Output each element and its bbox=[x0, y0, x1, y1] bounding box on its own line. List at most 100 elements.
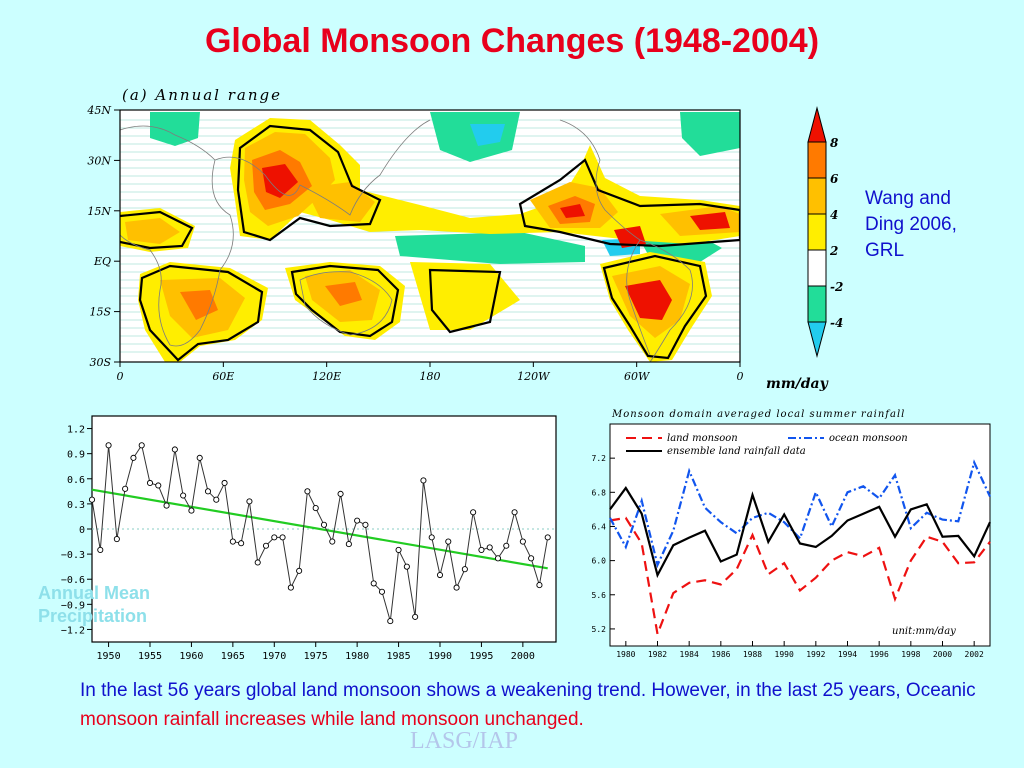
map-monsoon-contours bbox=[120, 124, 740, 362]
watermark: LASG/IAP bbox=[410, 728, 519, 754]
land-chart-points bbox=[88, 442, 551, 625]
land-chart-point bbox=[221, 479, 228, 487]
land-chart-y-tick-label: 0.6 bbox=[67, 475, 85, 486]
land-chart-point bbox=[296, 567, 303, 574]
map-field bbox=[120, 112, 740, 362]
land-chart-point bbox=[470, 509, 477, 516]
land-chart-point bbox=[428, 534, 435, 541]
rain-chart-y-tick-label: 7.2 bbox=[592, 454, 607, 463]
land-chart-y-tick-label: −0.9 bbox=[61, 600, 85, 611]
land-chart-point bbox=[304, 488, 311, 495]
map-y-tick-label: 15N bbox=[87, 205, 111, 218]
land-chart-point bbox=[329, 538, 336, 545]
summary-part-2: monsoon rainfall increases while land mo… bbox=[80, 709, 584, 730]
land-chart-point bbox=[337, 490, 344, 497]
land-chart-x-tick-label: 1970 bbox=[262, 651, 286, 662]
legend-label-ensemble: ensemble land rainfall data bbox=[667, 446, 806, 457]
citation: Wang and Ding 2006, GRL bbox=[865, 188, 957, 261]
land-chart-x-tick-label: 1990 bbox=[428, 651, 452, 662]
land-chart-point bbox=[519, 538, 526, 545]
land-chart-point bbox=[130, 454, 137, 461]
land-chart-x-tick-label: 1980 bbox=[345, 651, 369, 662]
land-chart-point bbox=[188, 507, 195, 514]
rain-chart-plot-area bbox=[609, 423, 991, 647]
legend-label-ocean: ocean monsoon bbox=[829, 433, 908, 444]
rain-chart-x-tick-label: 1988 bbox=[743, 650, 762, 659]
land-chart-point bbox=[445, 538, 452, 545]
land-chart-point bbox=[486, 544, 493, 551]
rain-chart-series-line-0 bbox=[609, 516, 991, 639]
land-chart-point bbox=[171, 446, 178, 453]
map-x-ticks: 0 60E 120E 180 120W 60W 0 bbox=[117, 362, 744, 383]
map-y-tick-label: EQ bbox=[93, 255, 111, 268]
colorbar-unit: mm/day bbox=[766, 376, 829, 392]
land-chart-point bbox=[229, 538, 236, 545]
colorbar-bottom-arrow bbox=[807, 321, 827, 358]
land-chart-point bbox=[528, 555, 535, 562]
land-chart-x-tick-label: 1975 bbox=[304, 651, 328, 662]
land-chart-y-tick-label: −1.2 bbox=[61, 625, 85, 636]
land-chart-point bbox=[536, 582, 543, 589]
land-chart-point bbox=[320, 521, 328, 528]
land-chart-point bbox=[412, 613, 419, 620]
map-region-amazon-peak bbox=[625, 280, 672, 320]
land-chart-trend-line bbox=[91, 488, 548, 570]
land-chart-x-tick-label: 1985 bbox=[387, 651, 411, 662]
land-chart-point bbox=[238, 540, 245, 547]
land-chart-point bbox=[436, 571, 444, 579]
land-chart-point bbox=[88, 496, 96, 503]
rain-chart-x-tick-label: 1986 bbox=[711, 650, 730, 659]
land-chart-point bbox=[354, 517, 361, 524]
land-chart-point bbox=[213, 496, 220, 503]
map-x-tick-label: 120W bbox=[517, 370, 551, 383]
rain-chart-x-ticks: 1980 1982 1984 1986 1988 1990 1992 1994 1996 1998… bbox=[616, 641, 984, 659]
faded-label: Annual Mean Precipitation bbox=[38, 583, 151, 626]
land-chart-point bbox=[262, 542, 270, 549]
colorbar-label: 4 bbox=[830, 208, 838, 222]
land-chart-point bbox=[461, 566, 468, 573]
rain-chart-x-tick-label: 2000 bbox=[933, 650, 952, 659]
map-x-tick-label: 180 bbox=[420, 370, 441, 383]
colorbar-label: -2 bbox=[830, 280, 843, 294]
rain-chart-y-tick-label: 5.2 bbox=[592, 625, 607, 634]
rain-chart-y-tick-label: 6.0 bbox=[592, 557, 607, 566]
map-region-mediterranean bbox=[150, 112, 200, 146]
rain-chart-x-tick-label: 1982 bbox=[648, 650, 667, 659]
land-chart-y-tick-label: −0.3 bbox=[61, 550, 85, 561]
land-chart-point bbox=[544, 534, 551, 541]
rain-chart-series-line-1 bbox=[609, 459, 991, 569]
map-region-africa-max bbox=[180, 290, 218, 320]
land-chart-point bbox=[196, 454, 203, 461]
land-chart-point bbox=[271, 534, 278, 541]
land-chart-series-line bbox=[91, 444, 549, 622]
map-region-west-africa-core bbox=[125, 218, 180, 244]
rain-chart-series bbox=[609, 459, 991, 639]
map-region-north-atlantic bbox=[680, 112, 740, 156]
land-chart-point bbox=[420, 477, 427, 484]
rain-chart-title: Monsoon domain averaged local summer rai… bbox=[611, 409, 905, 420]
land-chart-x-ticks: 1950 1955 1960 1965 1970 1975 1980 1985 1990 1995… bbox=[97, 642, 535, 662]
map-title: (a) Annual range bbox=[122, 86, 282, 104]
land-chart-point bbox=[113, 535, 120, 543]
land-chart-point bbox=[453, 584, 460, 591]
map-y-tick-label: 30N bbox=[87, 154, 111, 167]
land-chart-y-tick-label: 1.2 bbox=[67, 425, 85, 436]
rain-chart-x-tick-label: 1992 bbox=[806, 650, 825, 659]
land-chart-point bbox=[105, 442, 112, 449]
land-chart-x-tick-label: 2000 bbox=[511, 651, 535, 662]
rain-chart-y-tick-label: 6.4 bbox=[592, 522, 607, 531]
map-coastlines bbox=[120, 119, 693, 362]
map-y-tick-label: 15S bbox=[89, 306, 111, 319]
rain-chart-x-tick-label: 1980 bbox=[616, 650, 635, 659]
colorbar-label: 6 bbox=[830, 172, 839, 186]
land-chart-point bbox=[403, 563, 410, 570]
land-chart-point bbox=[345, 541, 352, 548]
rain-chart-x-tick-label: 1994 bbox=[838, 650, 857, 659]
map-region-south-pacific bbox=[395, 232, 585, 264]
rain-chart-y-ticks: 7.2 6.8 6.4 6.0 5.6 5.2 bbox=[592, 454, 615, 634]
rain-chart-legend: land monsoon ocean monsoon ensemble land… bbox=[626, 433, 908, 457]
map-region-mexico-peak bbox=[560, 204, 585, 218]
land-chart-point bbox=[155, 482, 162, 489]
land-chart-y-tick-label: −0.6 bbox=[61, 575, 85, 586]
land-chart-point bbox=[204, 488, 212, 495]
